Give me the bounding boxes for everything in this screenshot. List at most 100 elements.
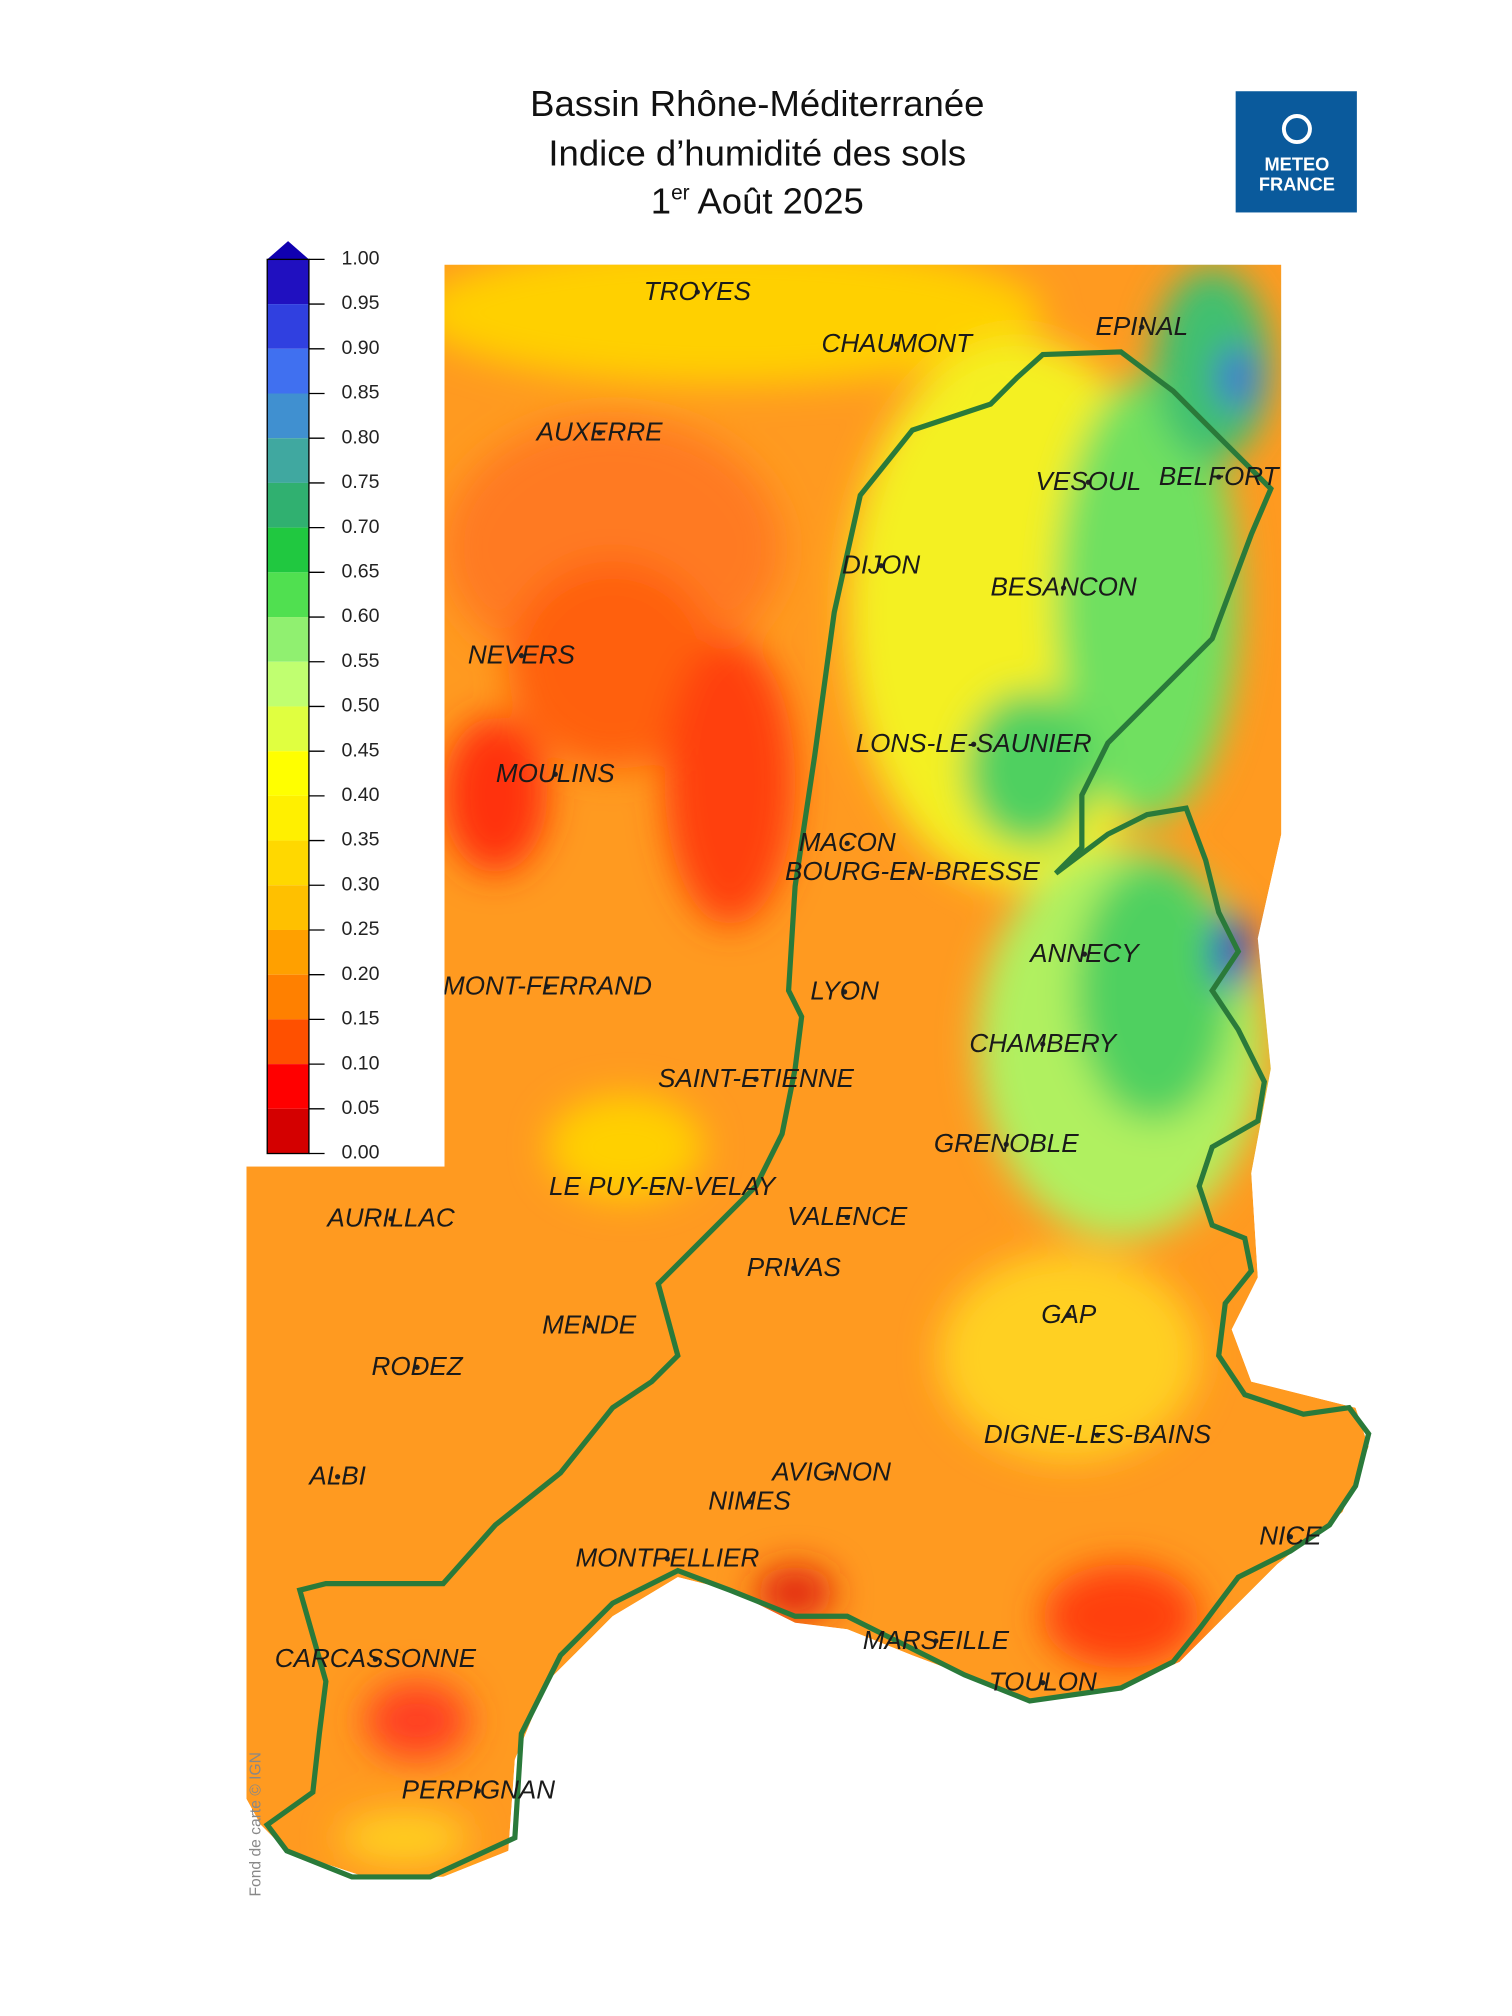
color-band bbox=[267, 661, 309, 707]
city-label: DIGNE-LES-BAINS bbox=[984, 1419, 1212, 1449]
tick-label: 0.30 bbox=[342, 873, 380, 895]
color-band bbox=[267, 393, 309, 439]
color-band bbox=[267, 304, 309, 349]
city-label: MONT-FERRAND bbox=[443, 971, 652, 1001]
tick-label: 0.35 bbox=[342, 829, 380, 851]
basin-boundary bbox=[263, 349, 1372, 1880]
city-label: LONS-LE-SAUNIER bbox=[856, 728, 1092, 758]
city-dot bbox=[971, 741, 977, 747]
tick-label: 0.50 bbox=[342, 695, 380, 717]
city-label: MARSEILLE bbox=[863, 1625, 1010, 1655]
city-dot bbox=[909, 869, 916, 875]
date-rest: Août 2025 bbox=[697, 181, 863, 222]
tick-label: 1.00 bbox=[342, 248, 380, 270]
logo-text: METEO bbox=[1264, 154, 1329, 175]
city-label: SAINT-ETIENNE bbox=[658, 1063, 854, 1093]
city-label: MACON bbox=[799, 827, 896, 857]
city-dot bbox=[1061, 585, 1067, 591]
city-label: BELFORT bbox=[1159, 461, 1281, 491]
city-dot bbox=[828, 1470, 835, 1476]
city-dot bbox=[1003, 1141, 1009, 1148]
city-label: CHAUMONT bbox=[822, 328, 975, 358]
color-band bbox=[267, 974, 309, 1020]
city-label: ANNECY bbox=[1028, 938, 1140, 968]
city-label: MENDE bbox=[542, 1309, 637, 1339]
color-band bbox=[267, 527, 309, 573]
city-label: NIMES bbox=[708, 1485, 791, 1515]
colorbar: 1.00 0.95 0.90 0.85 0.80 0.75 0.70 0.65 0.60 0.55… bbox=[266, 241, 380, 1164]
city-dot bbox=[388, 1216, 394, 1222]
city-label: AURILLAC bbox=[325, 1203, 455, 1233]
tick-label: 0.85 bbox=[342, 382, 380, 404]
tick-label: 0.45 bbox=[342, 739, 380, 761]
city-dot bbox=[659, 1184, 665, 1191]
color-band bbox=[267, 795, 309, 841]
color-band bbox=[267, 929, 309, 975]
city-label: PERPIGNAN bbox=[402, 1775, 556, 1805]
city-dot bbox=[694, 289, 700, 295]
city-dot bbox=[414, 1364, 420, 1370]
city-label: NICE bbox=[1259, 1521, 1322, 1551]
city-dot bbox=[1094, 1432, 1101, 1438]
city-label: CARCASSONNE bbox=[275, 1643, 477, 1673]
city-dot bbox=[1287, 1534, 1294, 1540]
title-line: Bassin Rhône-Méditerranée bbox=[530, 83, 984, 124]
tick-label: 0.55 bbox=[342, 650, 380, 672]
map: TROYES CHAUMONT EPINAL AUXERRE VESOUL BELFORT… bbox=[246, 264, 1372, 1880]
city-label: NEVERS bbox=[468, 639, 576, 669]
city-dot bbox=[844, 1214, 850, 1221]
city-dot bbox=[933, 1638, 939, 1644]
tick-label: 0.65 bbox=[342, 561, 380, 583]
city-label: BOURG-EN-BRESSE bbox=[785, 856, 1040, 886]
city-label: GRENOBLE bbox=[934, 1128, 1079, 1158]
date-day: 1 bbox=[651, 181, 671, 222]
city-label: PRIVAS bbox=[747, 1252, 842, 1282]
city-dot bbox=[664, 1556, 670, 1562]
logo-icon bbox=[1281, 114, 1312, 145]
city-dot bbox=[791, 1265, 797, 1271]
humidity-field bbox=[246, 264, 1369, 1877]
city-label: TROYES bbox=[644, 276, 752, 306]
city-dot bbox=[596, 430, 603, 436]
city-label: BESANCON bbox=[991, 572, 1137, 602]
city-label: AVIGNON bbox=[770, 1457, 891, 1487]
color-band bbox=[267, 1019, 309, 1065]
city-label: MOULINS bbox=[496, 758, 615, 788]
color-band bbox=[267, 840, 309, 886]
city-label: CHAMBERY bbox=[969, 1028, 1117, 1058]
city-dot bbox=[586, 1322, 592, 1329]
city-dot bbox=[1040, 1680, 1046, 1686]
city-dot bbox=[1081, 951, 1088, 957]
city-label: MONTPELLIER bbox=[575, 1543, 759, 1573]
map-credit: Fond de carte © IGN bbox=[248, 1752, 265, 1896]
city-dot bbox=[878, 563, 884, 569]
city-dot bbox=[518, 653, 524, 659]
colorbar-frame bbox=[266, 258, 310, 1155]
tick-label: 0.20 bbox=[342, 963, 380, 985]
logo-text: FRANCE bbox=[1259, 173, 1335, 194]
tick-label: 0.95 bbox=[342, 292, 380, 314]
color-band bbox=[267, 617, 309, 662]
city-dot bbox=[475, 1788, 481, 1794]
color-band bbox=[267, 348, 309, 394]
city-label: LE PUY-EN-VELAY bbox=[549, 1171, 777, 1201]
city-label: EPINAL bbox=[1095, 311, 1188, 341]
city-label: VALENCE bbox=[787, 1201, 908, 1231]
city-dot bbox=[334, 1474, 341, 1480]
city-dot bbox=[894, 341, 900, 347]
city-label: TOULON bbox=[989, 1667, 1097, 1697]
city-label: LYON bbox=[810, 976, 879, 1006]
tick-label: 0.15 bbox=[342, 1008, 380, 1030]
city-label: ALBI bbox=[307, 1461, 365, 1491]
color-band bbox=[267, 1108, 309, 1154]
tick-label: 0.25 bbox=[342, 918, 380, 940]
city-dot bbox=[552, 771, 558, 777]
city-dot bbox=[1216, 474, 1222, 480]
tick-label: 0.90 bbox=[342, 337, 380, 359]
title-line: Indice d’humidité des sols bbox=[548, 133, 966, 174]
city-label: GAP bbox=[1041, 1299, 1097, 1329]
city-dot bbox=[544, 984, 551, 990]
city-dot bbox=[1139, 324, 1145, 330]
logo-box bbox=[1235, 91, 1357, 213]
